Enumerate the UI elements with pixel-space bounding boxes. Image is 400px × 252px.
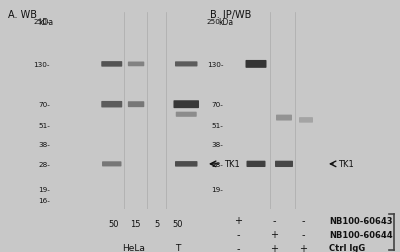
FancyBboxPatch shape (176, 112, 197, 117)
FancyBboxPatch shape (174, 101, 199, 109)
FancyBboxPatch shape (128, 102, 144, 108)
Text: 51-: 51- (211, 122, 223, 128)
Text: NB100-60643: NB100-60643 (329, 216, 393, 225)
Text: 50: 50 (173, 219, 183, 228)
Text: kDa: kDa (218, 18, 233, 27)
FancyBboxPatch shape (166, 216, 189, 232)
Text: 70-: 70- (211, 102, 223, 108)
Text: +: + (234, 215, 242, 226)
Text: 5: 5 (154, 219, 159, 228)
Text: 130-: 130- (207, 62, 223, 68)
Text: kDa: kDa (38, 18, 53, 27)
Text: -: - (272, 215, 276, 226)
Text: +: + (270, 229, 278, 239)
Text: +: + (299, 243, 307, 252)
Text: TK1: TK1 (224, 160, 240, 169)
Text: 50: 50 (108, 219, 118, 228)
FancyBboxPatch shape (276, 115, 292, 121)
FancyBboxPatch shape (102, 162, 122, 167)
Text: 19-: 19- (211, 186, 223, 192)
Text: Ctrl IgG: Ctrl IgG (329, 243, 366, 252)
Text: T: T (175, 243, 180, 251)
Text: 16-: 16- (38, 198, 50, 203)
Text: 28-: 28- (211, 161, 223, 167)
Text: -: - (236, 229, 240, 239)
Text: HeLa: HeLa (122, 243, 145, 251)
Text: 250-: 250- (34, 19, 50, 25)
Text: A. WB: A. WB (8, 10, 37, 20)
Text: -: - (302, 229, 305, 239)
FancyBboxPatch shape (124, 216, 147, 232)
FancyBboxPatch shape (175, 62, 198, 67)
FancyBboxPatch shape (246, 61, 266, 69)
Text: 38-: 38- (211, 141, 223, 147)
FancyBboxPatch shape (299, 118, 313, 123)
Text: +: + (270, 243, 278, 252)
FancyBboxPatch shape (275, 161, 293, 167)
Text: 19-: 19- (38, 186, 50, 192)
FancyBboxPatch shape (147, 216, 166, 232)
Text: 130-: 130- (34, 62, 50, 68)
Text: NB100-60644: NB100-60644 (329, 230, 393, 239)
FancyBboxPatch shape (246, 161, 266, 167)
FancyBboxPatch shape (103, 216, 124, 232)
Text: -: - (236, 243, 240, 252)
Text: 51-: 51- (38, 122, 50, 128)
FancyBboxPatch shape (101, 62, 122, 67)
Text: 15: 15 (130, 219, 140, 228)
FancyBboxPatch shape (101, 102, 122, 108)
Text: TK1: TK1 (338, 160, 354, 169)
FancyBboxPatch shape (128, 62, 144, 67)
Text: 70-: 70- (38, 102, 50, 108)
Text: 250-: 250- (207, 19, 223, 25)
Text: 28-: 28- (38, 161, 50, 167)
Text: 38-: 38- (38, 141, 50, 147)
Text: B. IP/WB: B. IP/WB (210, 10, 251, 20)
Text: -: - (302, 215, 305, 226)
FancyBboxPatch shape (175, 162, 198, 167)
